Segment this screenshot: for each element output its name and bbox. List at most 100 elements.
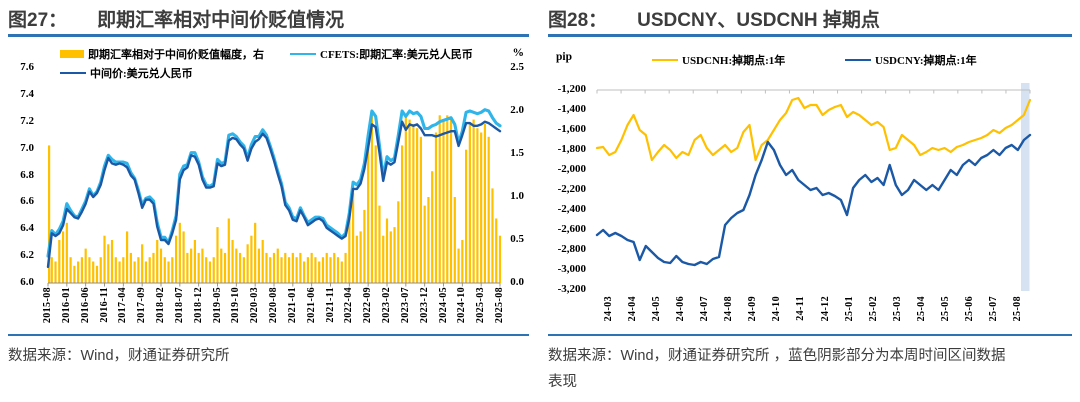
line-swatch-icon	[60, 71, 86, 75]
x-axis-tick-label: 2020-08	[268, 287, 279, 324]
legend-row-1: 即期汇率相对于中间价贬值幅度，右 CFETS:即期汇率:美元兑人民币	[60, 46, 473, 62]
y-axis-left-tick-label: 6.6	[20, 195, 34, 208]
x-axis-tick-label: 24-11	[795, 296, 807, 321]
y-axis-left-tick-label: 6.0	[20, 276, 34, 288]
legend-entry-cfets-spot: CFETS:即期汇率:美元兑人民币	[290, 46, 473, 62]
x-axis-tick-label: 25-02	[867, 296, 879, 322]
x-axis-tick-label: 25-04	[915, 296, 927, 322]
figure-27-legend: 即期汇率相对于中间价贬值幅度，右 CFETS:即期汇率:美元兑人民币 中间价:美…	[60, 46, 473, 84]
x-axis-tick-label: 2018-07	[173, 287, 185, 324]
x-axis-tick-label: 25-08	[1011, 296, 1023, 322]
legend-label: 中间价:美元兑人民币	[90, 68, 193, 80]
x-axis-tick-label: 2022-09	[362, 287, 374, 324]
y-axis-right-tick-label: 2.0	[510, 104, 524, 116]
figure-bottom-rule	[548, 334, 1072, 336]
x-axis-tick-label: 25-05	[939, 296, 951, 322]
y-axis-left-tick-label: 6.2	[20, 249, 34, 262]
figure-27-title-row: 图27： 即期汇率相对中间价贬值情况	[8, 5, 344, 32]
figure-28-title: USDCNY、USDCNH 掉期点	[637, 10, 880, 31]
legend-entry-usdcny: USDCNY:掉期点:1年	[845, 52, 977, 68]
x-axis-tick-label: 24-08	[723, 296, 735, 322]
y-axis-left-tick-label: 6.4	[20, 222, 34, 235]
x-axis-tick-label: 25-03	[891, 296, 903, 322]
legend-entry-usdcnh: USDCNH:掉期点:1年	[652, 52, 785, 68]
x-axis-tick-label: 2019-05	[211, 287, 223, 324]
legend-entry-central-parity: 中间价:美元兑人民币	[60, 65, 193, 81]
figure-28: 图28： USDCNY、USDCNH 掉期点 pip USDCNH:掉期点:1年…	[540, 0, 1080, 402]
y-axis-right-tick-label: 0.0	[510, 276, 524, 288]
figure-28-number-label: 图28：	[548, 10, 608, 31]
legend-label: USDCNY:掉期点:1年	[875, 55, 977, 67]
x-axis-tick-label: 2025-08	[494, 287, 505, 324]
x-axis-tick-label: 24-04	[627, 296, 639, 322]
x-axis-tick-label: 24-09	[747, 296, 759, 322]
x-axis-tick-label: 2018-12	[192, 287, 204, 324]
x-axis-tick-label: 2021-01	[286, 287, 298, 324]
x-axis-tick-label: 24-07	[699, 296, 711, 322]
title-underline	[8, 34, 529, 37]
y-axis-tick-label: -1,400	[557, 103, 586, 115]
figure-27-number-label: 图27：	[8, 10, 68, 31]
y-axis-right-tick-label: 1.0	[510, 190, 524, 202]
y-axis-left-tick-label: 7.0	[20, 141, 34, 154]
x-axis-tick-label: 25-07	[987, 296, 999, 322]
line-swatch-icon	[290, 52, 316, 56]
x-axis-tick-label: 2017-04	[117, 287, 129, 324]
x-axis-tick-label: 2023-02	[381, 287, 392, 324]
y-axis-right-tick-label: 0.5	[510, 233, 524, 245]
title-underline	[548, 34, 1072, 37]
legend-label: 即期汇率相对于中间价贬值幅度，右	[88, 49, 264, 61]
x-axis-tick-label: 2016-06	[79, 287, 91, 324]
x-axis-tick-label: 2021-06	[305, 287, 317, 324]
y-axis-tick-label: -1,800	[557, 143, 586, 155]
figure-28-title-row: 图28： USDCNY、USDCNH 掉期点	[548, 5, 880, 32]
y-axis-unit: pip	[556, 51, 572, 63]
x-axis-tick-label: 25-06	[963, 296, 975, 322]
x-axis-tick-label: 2022-04	[343, 287, 355, 324]
right-axis-unit: %	[512, 47, 525, 59]
line-swatch-icon	[652, 58, 678, 62]
y-axis-tick-label: -2,800	[557, 243, 586, 255]
fig27-plot-area	[46, 108, 502, 287]
x-axis-tick-label: 2023-07	[399, 287, 411, 324]
line-swatch-icon	[845, 58, 871, 62]
y-axis-right-tick-label: 2.5	[510, 61, 524, 73]
x-axis-tick-label: 24-03	[603, 296, 614, 322]
y-axis-left-tick-label: 7.6	[20, 61, 34, 73]
x-axis-tick-label: 24-10	[771, 296, 783, 322]
y-axis-tick-label: -2,600	[557, 223, 586, 235]
y-axis-tick-label: -1,600	[557, 123, 586, 135]
x-axis-tick-label: 2020-03	[249, 287, 261, 324]
x-axis-tick-label: 2018-02	[155, 287, 166, 324]
x-axis-tick-label: 2025-03	[475, 287, 487, 324]
legend-label: USDCNH:掉期点:1年	[682, 55, 786, 67]
x-axis-tick-label: 2019-10	[230, 287, 242, 324]
x-axis-tick-label: 2024-10	[456, 287, 468, 324]
y-axis-tick-label: -2,000	[557, 163, 586, 175]
y-axis-tick-label: -3,200	[557, 283, 586, 295]
x-axis-tick-label: 2023-12	[418, 287, 430, 324]
y-axis-tick-label: -1,200	[557, 83, 586, 95]
x-axis-tick-label: 2017-09	[136, 287, 148, 324]
figure-27-title: 即期汇率相对中间价贬值情况	[97, 10, 345, 31]
legend-row-2: 中间价:美元兑人民币	[60, 65, 473, 81]
x-axis-tick-label: 2021-11	[324, 287, 336, 323]
x-axis-tick-label: 2016-01	[60, 287, 72, 324]
figure-27: 图27： 即期汇率相对中间价贬值情况 即期汇率相对于中间价贬值幅度，右 CFET…	[8, 5, 529, 364]
x-axis-tick-label: 25-01	[843, 296, 855, 322]
source-note: 数据来源：Wind，财通证券研究所	[8, 348, 230, 364]
current-week-band	[1021, 83, 1030, 291]
x-axis-tick-label: 24-12	[819, 296, 831, 322]
x-axis-tick-label: 2024-05	[437, 287, 449, 324]
y-axis-tick-label: -2,400	[557, 203, 586, 215]
x-axis-tick-label: 2015-08	[42, 287, 53, 324]
legend-entry-depreciation-bars: 即期汇率相对于中间价贬值幅度，右	[60, 46, 264, 62]
y-axis-left-tick-label: 6.8	[20, 168, 34, 181]
x-axis-tick-label: 24-06	[675, 296, 687, 322]
figure-bottom-rule	[8, 334, 529, 336]
x-axis-tick-label: 24-05	[651, 296, 663, 322]
bar-swatch-icon	[60, 50, 84, 58]
source-note: 数据来源：Wind，财通证券研究所 ，蓝色阴影部分为本周时间区间数据表现	[548, 348, 1006, 390]
legend-label: CFETS:即期汇率:美元兑人民币	[320, 49, 473, 61]
